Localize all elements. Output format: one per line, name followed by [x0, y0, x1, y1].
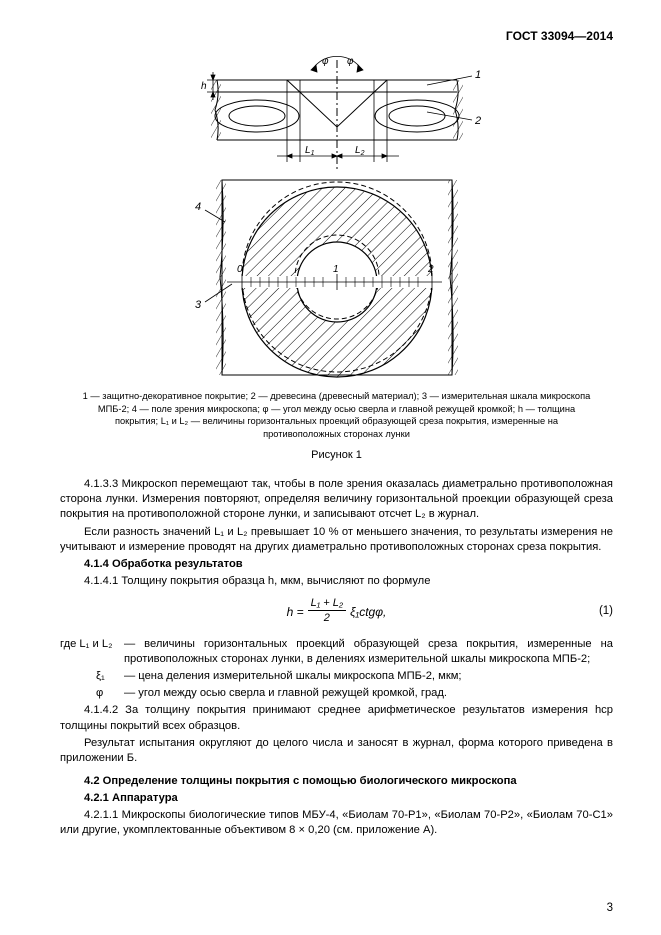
where-key-1: где L₁ и L₂ [60, 637, 124, 667]
fig-scale-0: 0 [237, 264, 243, 275]
para-4133: 4.1.3.3 Микроскоп перемещают так, чтобы … [60, 477, 613, 522]
fig-callout-4: 4 [195, 201, 201, 213]
formula-1: h = L₁ + L₂ 2 ξ₁ctgφ, (1) [60, 597, 613, 627]
section-414: 4.1.4 Обработка результатов [60, 557, 613, 572]
fig-callout-2: 2 [474, 115, 481, 127]
where-2: ξ₁ — цена деления измерительной шкалы ми… [60, 669, 613, 684]
section-421: 4.2.1 Аппаратура [60, 791, 613, 806]
doc-id: ГОСТ 33094—2014 [60, 28, 613, 44]
para-diff: Если разность значений L₁ и L₂ превышает… [60, 525, 613, 555]
para-result: Результат испытания округляют до целого … [60, 736, 613, 766]
section-42: 4.2 Определение толщины покрытия с помощ… [60, 774, 613, 789]
where-3: φ — угол между осью сверла и главной реж… [60, 686, 613, 701]
fig-label-l2: L2 [355, 145, 365, 157]
figure-caption: 1 — защитно-декоративное покрытие; 2 — д… [80, 390, 593, 440]
where-key-2: ξ₁ [60, 669, 124, 684]
where-val-3: — угол между осью сверла и главной режущ… [124, 686, 613, 701]
figure-title: Рисунок 1 [60, 448, 613, 463]
para-4211: 4.2.1.1 Микроскопы биологические типов М… [60, 808, 613, 838]
fig-label-phi-r: φ [347, 56, 354, 67]
fig-label-phi-l: φ [322, 56, 329, 67]
fig-scale-2: 2 [427, 264, 434, 275]
formula-lhs: h = [287, 604, 304, 620]
fig-callout-1: 1 [475, 69, 481, 81]
fig-label-l1: L1 [305, 145, 315, 157]
fig-scale-1: 1 [333, 264, 339, 275]
para-4141: 4.1.4.1 Толщину покрытия образца h, мкм,… [60, 574, 613, 589]
where-1: где L₁ и L₂ — величины горизонтальных пр… [60, 637, 613, 667]
page-number: 3 [607, 901, 613, 917]
where-key-3: φ [60, 686, 124, 701]
figure-1: φ φ h L1 L2 1 2 [177, 52, 497, 382]
para-4142: 4.1.4.2 За толщину покрытия принимают ср… [60, 703, 613, 733]
fig-callout-3: 3 [195, 299, 202, 311]
formula-tail: ξ₁ctgφ, [350, 604, 386, 620]
fig-label-h: h [201, 81, 207, 92]
formula-eqnum: (1) [599, 604, 613, 620]
where-val-2: — цена деления измерительной шкалы микро… [124, 669, 613, 684]
formula-num: L₁ + L₂ [308, 596, 346, 612]
where-val-1: — величины горизонтальных проекций образ… [124, 637, 613, 667]
formula-den: 2 [321, 611, 333, 626]
